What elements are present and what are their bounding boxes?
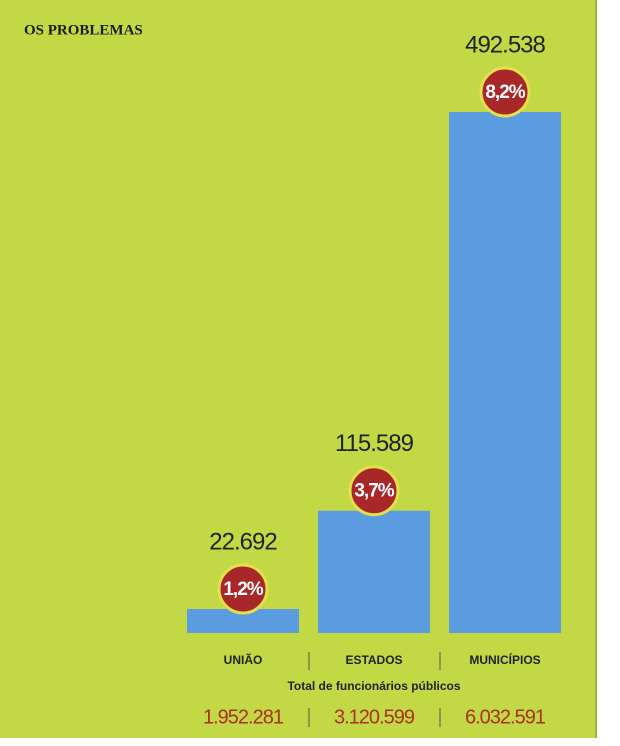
totals-label: Total de funcionários públicos [287,679,460,693]
chart-title: OS PROBLEMAS [24,22,143,38]
share-badge [217,563,269,615]
x-tick-label: UNIÃO [224,652,263,667]
x-tick-label: ESTADOS [345,653,402,667]
value-label: 115.589 [335,430,414,457]
x-tick-label: MUNICÍPIOS [469,652,540,667]
total-value: 6.032.591 [465,706,546,728]
total-value: 3.120.599 [334,706,415,728]
share-badge [348,465,400,517]
share-badge [479,66,531,118]
bar [318,510,430,633]
share-label: 3,7% [354,481,394,502]
value-label: 492.538 [465,31,545,58]
value-label: 22.692 [209,528,277,555]
share-label: 1,2% [223,579,263,600]
share-label: 8,2% [485,82,525,103]
total-value: 1.952.281 [203,706,284,728]
bar [449,112,561,633]
